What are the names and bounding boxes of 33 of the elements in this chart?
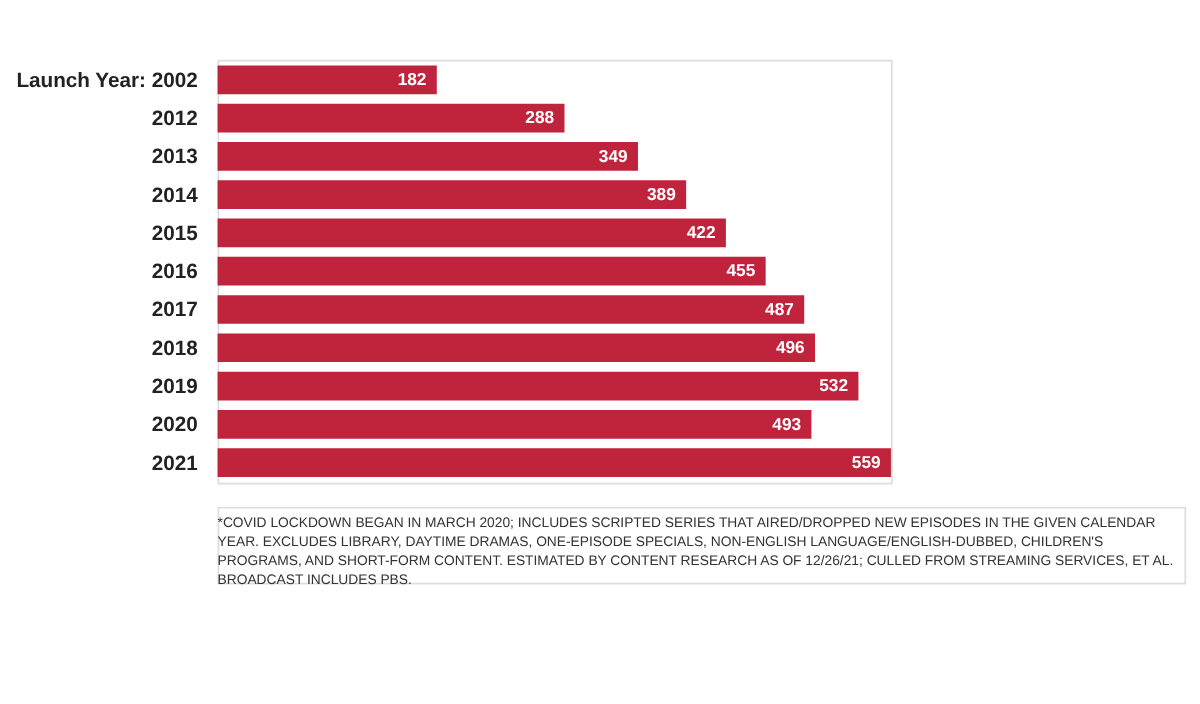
data-label: 288 [525,107,555,128]
y-tick-label: 2015 [151,223,199,246]
data-label: 349 [598,145,629,166]
bar [217,333,816,363]
bar [217,409,812,439]
y-tick-label: 2012 [151,108,199,131]
y-tick-label: Launch Year: 2002 [16,70,199,93]
y-tick-label: 2014 [151,185,199,208]
y-tick-label: 2017 [151,300,199,323]
bar [217,218,726,248]
bar [217,103,565,133]
data-label: 389 [647,183,677,204]
y-tick-label: 2020 [151,415,199,438]
bar [217,371,859,401]
bar [217,256,766,286]
data-label: 455 [726,260,756,281]
data-label: 487 [765,298,795,319]
data-label: 182 [397,68,427,89]
data-label: 532 [819,375,849,396]
data-label: 422 [686,222,716,243]
y-tick-label: 2016 [151,262,199,285]
bar [217,65,437,95]
data-label: 559 [851,451,881,472]
data-label: 496 [775,336,806,357]
y-tick-label: 2019 [151,376,199,399]
bar [217,142,638,171]
y-tick-label: 2018 [151,338,199,361]
bar [217,295,805,324]
data-label: 493 [772,413,802,434]
y-tick-label: 2021 [151,453,199,476]
bar [217,180,687,209]
bar [217,448,891,477]
y-tick-label: 2013 [151,147,199,170]
